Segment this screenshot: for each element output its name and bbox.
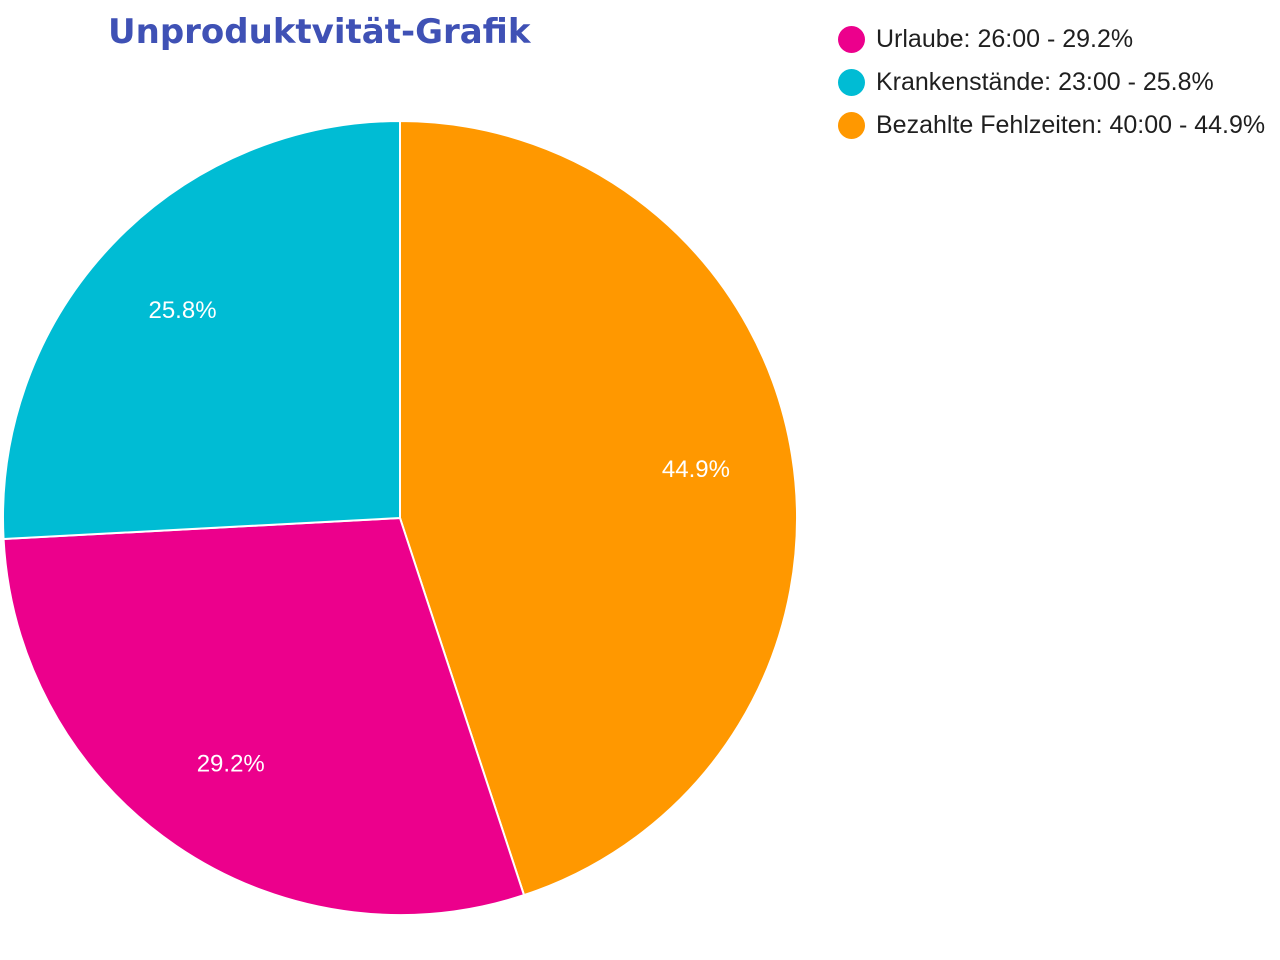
legend-swatch-krankenstaende bbox=[838, 69, 865, 96]
slice-label-bezahlte-fehlzeiten: 44.9% bbox=[662, 456, 730, 483]
pie-slice-krankenstaende[interactable] bbox=[2, 119, 401, 541]
legend-label-urlaube: Urlaube: 26:00 - 29.2% bbox=[876, 25, 1134, 53]
legend: Urlaube: 26:00 - 29.2% Krankenstände: 23… bbox=[838, 18, 1278, 147]
legend-swatch-urlaube bbox=[838, 26, 865, 53]
chart-title: Unproduktvität-Grafik bbox=[108, 12, 531, 52]
legend-swatch-bezahlte-fehlzeiten bbox=[838, 112, 865, 139]
legend-item-krankenstaende[interactable]: Krankenstände: 23:00 - 25.8% bbox=[838, 61, 1278, 104]
pie-slice-bezahlte-fehlzeiten[interactable] bbox=[399, 119, 798, 897]
slice-label-krankenstaende: 25.8% bbox=[148, 297, 216, 324]
legend-label-krankenstaende: Krankenstände: 23:00 - 25.8% bbox=[876, 68, 1214, 96]
legend-label-bezahlte-fehlzeiten: Bezahlte Fehlzeiten: 40:00 - 44.9% bbox=[876, 111, 1266, 139]
legend-item-bezahlte-fehlzeiten[interactable]: Bezahlte Fehlzeiten: 40:00 - 44.9% bbox=[838, 104, 1278, 147]
pie-slice-urlaube[interactable] bbox=[2, 516, 526, 916]
slice-label-urlaube: 29.2% bbox=[197, 751, 265, 778]
legend-item-urlaube[interactable]: Urlaube: 26:00 - 29.2% bbox=[838, 18, 1278, 61]
